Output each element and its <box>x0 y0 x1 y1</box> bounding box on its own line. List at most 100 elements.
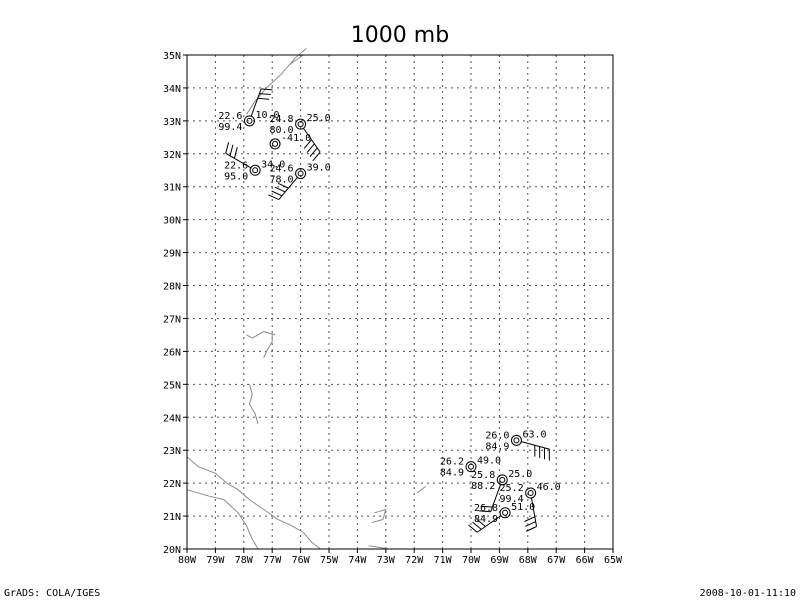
lat-tick-label: 28N <box>163 282 181 293</box>
wind-barb-feather <box>312 151 321 162</box>
lon-tick-label: 73W <box>377 555 396 566</box>
lon-tick-label: 67W <box>547 555 566 566</box>
station-marker: 25.888.2 25.0 <box>471 469 532 513</box>
lat-tick-label: 34N <box>163 84 181 95</box>
station-temperature: 22.6 <box>218 111 242 122</box>
lon-tick-label: 78W <box>235 555 254 566</box>
station-value: 25.0 <box>508 469 532 480</box>
wind-barb-feather <box>259 93 271 96</box>
station-humidity: 84.9 <box>440 468 464 479</box>
footer-left-credit: GrADS: COLA/IGES <box>4 588 100 599</box>
coastlines <box>186 48 426 550</box>
lat-tick-label: 25N <box>163 380 181 391</box>
wind-barb-feather <box>261 88 273 91</box>
coastline <box>246 48 307 115</box>
station-circle-outer <box>243 115 255 127</box>
lon-tick-label: 68W <box>519 555 538 566</box>
coastline <box>368 545 389 550</box>
station-circle-inner <box>297 121 304 128</box>
station-marker: 22.695.0 34.0 <box>224 142 285 182</box>
station-marker: -41.0 <box>269 133 311 150</box>
station-value: 46.0 <box>537 482 561 493</box>
wind-barb-feather <box>479 510 491 513</box>
lon-tick-label: 80W <box>178 555 197 566</box>
station-circle-inner <box>272 140 279 147</box>
footer-right-timestamp: 2008-10-01-11:10 <box>700 588 796 599</box>
wind-barb-feather <box>268 194 279 201</box>
station-temperature: 26.2 <box>440 457 464 468</box>
station-circle-outer <box>269 138 281 150</box>
station-circle-inner <box>502 509 509 516</box>
station-circle-outer <box>510 434 522 446</box>
station-value: 39.0 <box>307 163 331 174</box>
wind-barb-feather <box>229 144 234 156</box>
station-temperature: 25.8 <box>471 470 495 481</box>
lat-tick-label: 22N <box>163 479 181 490</box>
station-humidity: 99.4 <box>500 494 524 505</box>
wind-barb-feather <box>257 97 270 100</box>
lat-tick-label: 35N <box>163 51 181 62</box>
station-circle-inner <box>246 117 253 124</box>
lat-tick-label: 23N <box>163 446 181 457</box>
station-circle-inner <box>252 167 259 174</box>
wind-barb-feather <box>306 143 315 153</box>
wind-barb-feather <box>468 524 478 533</box>
station-value: 51.0 <box>511 502 535 513</box>
map-title: 1000 mb <box>351 23 449 48</box>
station-marker: 26.884.9 51.0 <box>468 502 535 533</box>
station-marker: 25.299.4 46.0 <box>500 482 561 532</box>
station-circle-outer <box>295 118 307 130</box>
wind-barb-feather <box>274 186 286 193</box>
coastline <box>186 456 321 550</box>
station-value: 10.0 <box>255 110 279 121</box>
longitude-tick-labels: 80W 79W 78W 77W 76W 75W 74W 73W 72W 71W 70W 69W 68W 6… <box>178 549 623 566</box>
station-circle-inner <box>527 490 534 497</box>
station-temperature: 22.6 <box>224 160 248 171</box>
station-humidity: 95.0 <box>224 171 248 182</box>
lon-tick-label: 65W <box>604 555 623 566</box>
lat-tick-label: 26N <box>163 347 181 358</box>
lon-tick-label: 72W <box>405 555 424 566</box>
wind-barb-feather <box>309 147 318 158</box>
station-value: -41.0 <box>281 133 311 144</box>
station-value: 34.0 <box>261 159 285 170</box>
station-temperature: 25.2 <box>500 483 524 494</box>
station-circle-inner <box>499 476 506 483</box>
station-marker: 26.284.9 49.0 <box>440 456 501 479</box>
station-humidity: 99.4 <box>218 122 242 133</box>
lat-tick-label: 29N <box>163 249 181 260</box>
lat-tick-label: 24N <box>163 413 181 424</box>
station-humidity: 84.9 <box>485 441 509 452</box>
map-frame <box>186 54 614 550</box>
station-circle-inner <box>297 170 304 177</box>
station-humidity: 84.9 <box>474 514 498 525</box>
lon-tick-label: 69W <box>490 555 509 566</box>
lat-tick-label: 27N <box>163 314 181 325</box>
wind-barb-feather <box>472 521 482 530</box>
wind-barb-feather <box>225 142 230 154</box>
lon-tick-label: 70W <box>462 555 481 566</box>
lat-tick-label: 32N <box>163 150 181 161</box>
station-temperature: 24.6 <box>270 164 294 175</box>
station-circle-outer <box>249 164 261 176</box>
station-circle-inner <box>513 437 520 444</box>
latitude-tick-labels: 20N 21N 22N 23N 24N 25N 26N 27N 28N 29N 30N 31N 32N 3… <box>163 51 187 556</box>
station-humidity: 88.2 <box>471 481 495 492</box>
station-marker: 24.880.0 25.0 <box>270 113 331 162</box>
lat-tick-label: 30N <box>163 216 181 227</box>
wind-barb-feather <box>233 147 238 159</box>
station-circle-outer <box>525 487 537 499</box>
station-circle-outer <box>499 507 511 519</box>
coastline <box>186 489 259 550</box>
wind-barb-feather <box>525 521 536 527</box>
lon-tick-label: 66W <box>576 555 595 566</box>
lon-tick-label: 74W <box>348 555 367 566</box>
wind-barb-feather <box>526 526 537 532</box>
station-markers: 22.699.410.024.880.025.0-41.022.695.034.… <box>218 88 561 533</box>
station-circle-outer <box>465 461 477 473</box>
station-circle-outer <box>295 168 307 180</box>
station-value: 25.0 <box>307 113 331 124</box>
wind-barb-feather <box>303 139 312 149</box>
station-value: 49.0 <box>477 456 501 467</box>
